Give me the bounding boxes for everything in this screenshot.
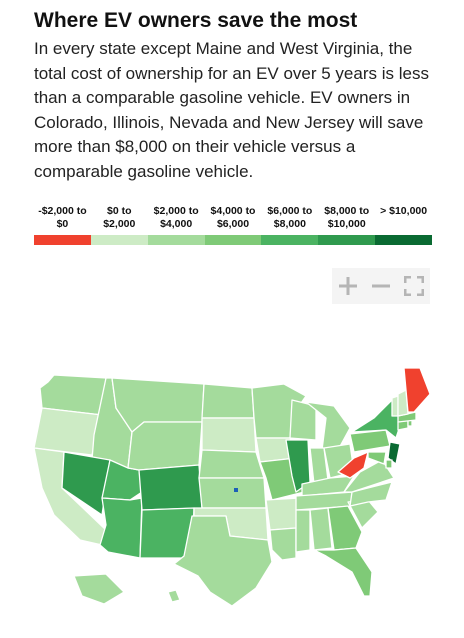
legend-label: $4,000 to $6,000 (210, 205, 256, 230)
state-ks[interactable] (198, 477, 267, 509)
state-tx[interactable] (173, 515, 273, 607)
state-wy[interactable] (127, 421, 203, 471)
legend-swatch (318, 235, 376, 245)
zoom-in-button[interactable] (335, 273, 361, 299)
fullscreen-icon (403, 276, 424, 296)
state-vt[interactable] (391, 395, 399, 417)
state-me[interactable] (403, 367, 431, 413)
state-ar[interactable] (265, 497, 301, 531)
state-ne[interactable] (198, 449, 265, 479)
state-ma[interactable] (397, 411, 417, 423)
legend-label: $2,000 to $4,000 (153, 205, 199, 230)
state-sd[interactable] (201, 417, 257, 453)
us-map (34, 367, 431, 607)
state-nh[interactable] (397, 389, 409, 417)
state-or[interactable] (34, 407, 103, 456)
map-controls (332, 268, 430, 304)
legend-swatch (90, 235, 148, 245)
state-fl[interactable] (313, 547, 373, 597)
state-nd[interactable] (201, 383, 255, 419)
state-az[interactable] (99, 497, 143, 559)
legend-swatch (147, 235, 205, 245)
state-de[interactable] (385, 459, 393, 469)
state-hi[interactable] (167, 589, 181, 603)
legend-label: $0 to $2,000 (103, 205, 136, 230)
state-pa[interactable] (349, 429, 391, 453)
state-md[interactable] (367, 451, 387, 465)
state-ga[interactable] (327, 505, 363, 551)
state-co[interactable] (138, 464, 203, 511)
color-legend: -$2,000 to $0 $0 to $2,000 $2,000 to $4,… (34, 205, 433, 247)
legend-label: > $10,000 (380, 205, 428, 217)
plus-icon (339, 277, 358, 295)
state-wv[interactable] (337, 451, 369, 479)
legend-swatches (34, 235, 433, 245)
legend-swatch (204, 235, 262, 245)
page-title: Where EV owners save the most (34, 9, 358, 32)
state-al[interactable] (309, 507, 333, 551)
page-subtitle: In every state except Maine and West Vir… (34, 39, 429, 181)
state-ky[interactable] (301, 475, 355, 497)
state-va[interactable] (343, 459, 395, 493)
state-nv[interactable] (61, 451, 111, 516)
zoom-out-button[interactable] (368, 273, 394, 299)
state-nc[interactable] (349, 481, 393, 507)
legend-label: $6,000 to $8,000 (267, 205, 313, 230)
state-la[interactable] (269, 527, 297, 561)
marker (234, 488, 238, 492)
state-ak[interactable] (73, 573, 125, 605)
state-nj[interactable] (387, 441, 401, 465)
legend-swatch (34, 235, 91, 245)
legend-label: -$2,000 to $0 (38, 205, 87, 230)
legend-labels: -$2,000 to $0 $0 to $2,000 $2,000 to $4,… (34, 205, 432, 231)
minus-icon (371, 284, 390, 288)
state-ms[interactable] (295, 509, 311, 553)
legend-swatch (375, 235, 433, 245)
legend-swatch (261, 235, 319, 245)
fullscreen-button[interactable] (401, 273, 427, 299)
legend-label: $8,000 to $10,000 (324, 205, 370, 230)
